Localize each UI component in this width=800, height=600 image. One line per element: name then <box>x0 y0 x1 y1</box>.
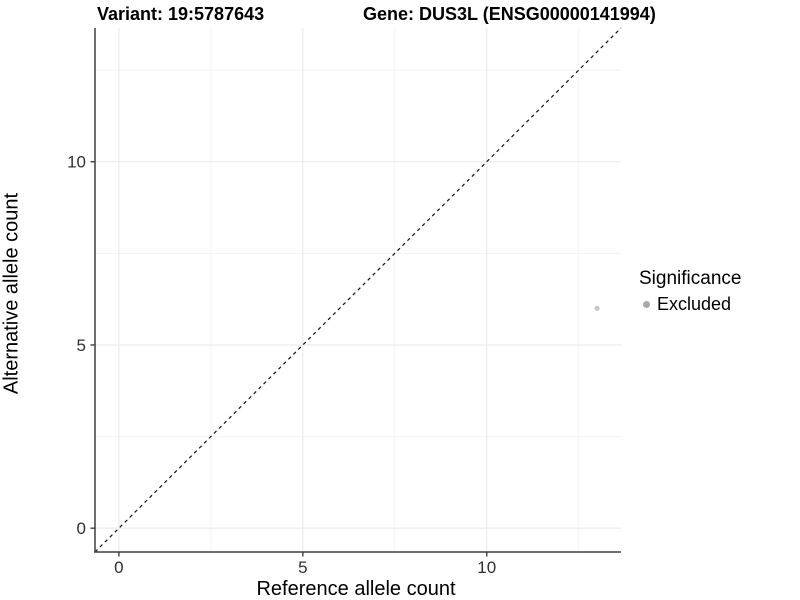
legend: Significance Excluded <box>639 268 741 315</box>
x-axis-title: Reference allele count <box>0 578 800 600</box>
identity-line <box>94 27 622 553</box>
y-axis-title: Alternative allele count <box>0 192 23 395</box>
data-point <box>594 305 600 311</box>
x-axis-title-text: Reference allele count <box>256 578 456 600</box>
legend-entry-excluded: Excluded <box>639 293 741 315</box>
y-tick-label: 5 <box>77 336 86 355</box>
legend-title: Significance <box>639 268 742 289</box>
x-tick-label: 0 <box>114 558 123 577</box>
x-tick-label: 5 <box>298 558 307 577</box>
plot-title-variant: Variant: 19:5787643 <box>97 4 265 24</box>
plot-title-gene: Gene: DUS3L (ENSG00000141994) <box>363 4 656 24</box>
legend-entry-label: Excluded <box>657 293 732 314</box>
x-tick-label: 10 <box>477 558 496 577</box>
y-tick-label: 10 <box>67 153 86 172</box>
legend-point-icon <box>643 300 650 308</box>
y-tick-label: 0 <box>77 519 86 538</box>
